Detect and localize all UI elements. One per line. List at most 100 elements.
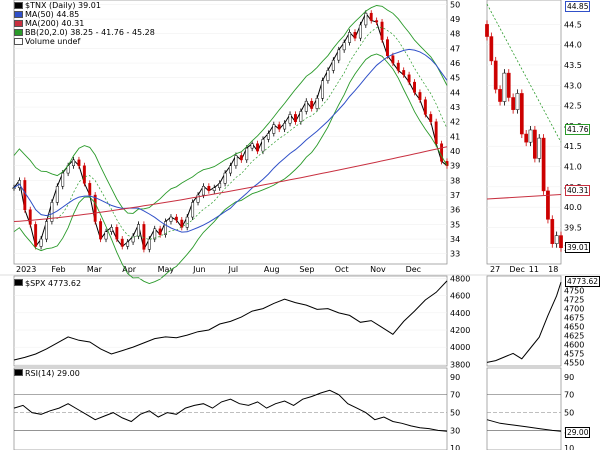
price-candle-body bbox=[234, 155, 238, 166]
price-candle-body bbox=[331, 59, 335, 71]
price-candle-body bbox=[418, 92, 422, 100]
detail-x-label: 18 bbox=[548, 265, 558, 274]
detail-candle-body bbox=[554, 235, 559, 244]
detail-ytick-label: 44.0 bbox=[564, 41, 582, 50]
detail-ytick-label: 43.5 bbox=[564, 61, 582, 70]
rsi-ytick-label: 10 bbox=[450, 444, 460, 450]
rsi-ytick-label: 50 bbox=[450, 409, 460, 418]
month-label: May bbox=[158, 265, 175, 274]
price-candle-body bbox=[147, 238, 151, 250]
month-label: Oct bbox=[335, 265, 349, 274]
month-label: Mar bbox=[87, 265, 103, 274]
rsi-legend: RSI(14) 29.00 bbox=[14, 369, 80, 378]
detail-candle-body bbox=[537, 137, 542, 159]
main-ytick-label: 47 bbox=[450, 44, 460, 53]
bb-middle-line bbox=[13, 26, 448, 240]
spx-detail-ytick-label: 4675 bbox=[564, 313, 584, 322]
price-candle-body bbox=[34, 224, 38, 247]
price-candle-body bbox=[120, 238, 124, 247]
price-candle-body bbox=[39, 238, 43, 247]
price-candle-body bbox=[93, 194, 97, 222]
spx-detail-ytick-label: 4650 bbox=[564, 322, 584, 331]
main-ytick-label: 45 bbox=[450, 74, 460, 83]
spx-detail-ytick-label: 4575 bbox=[564, 349, 584, 358]
main-ytick-label: 39 bbox=[450, 162, 460, 171]
price-candle-body bbox=[115, 227, 119, 240]
detail-x-label: 11 bbox=[529, 265, 539, 274]
detail-candle-body bbox=[511, 97, 515, 110]
price-candle-body bbox=[402, 70, 406, 76]
panel-frame-spx bbox=[13, 275, 448, 367]
legend-ma50: MA(50) 44.85 bbox=[14, 10, 155, 19]
price-candle-body bbox=[180, 219, 184, 228]
price-candle-body bbox=[391, 55, 395, 64]
main-ytick-label: 40 bbox=[450, 147, 460, 156]
price-candle-body bbox=[283, 122, 287, 130]
price-candle-body bbox=[239, 155, 243, 161]
rsi-detail-line bbox=[486, 419, 562, 432]
ma200-line bbox=[13, 146, 448, 222]
price-candle-body bbox=[294, 114, 297, 122]
rsi-line bbox=[13, 389, 448, 432]
price-candle-body bbox=[358, 24, 362, 39]
price-candle-body bbox=[315, 98, 319, 109]
price-candle-body bbox=[288, 114, 292, 124]
main-ytick-label: 41 bbox=[450, 132, 460, 141]
detail-candle-body bbox=[550, 219, 555, 244]
detail-candle-body bbox=[493, 60, 498, 90]
main-ytick-label: 37 bbox=[450, 191, 460, 200]
main-ytick-label: 49 bbox=[450, 15, 460, 24]
price-candle-body bbox=[266, 133, 270, 140]
rsi-detail-ytick-label: 90 bbox=[564, 373, 574, 382]
month-label: Jun bbox=[192, 265, 206, 274]
month-label: Aug bbox=[264, 265, 280, 274]
detail-candle-body bbox=[485, 24, 489, 37]
price-candle-body bbox=[23, 180, 27, 210]
price-candle-body bbox=[364, 12, 368, 26]
rsi-ytick-label: 30 bbox=[450, 426, 460, 435]
spx-ytick-label: 4000 bbox=[450, 343, 470, 352]
main-ytick-label: 38 bbox=[450, 176, 460, 185]
main-ytick-label: 35 bbox=[450, 220, 460, 229]
price-candle-body bbox=[245, 147, 249, 161]
detail-candle-body bbox=[533, 129, 537, 159]
price-candle-body bbox=[277, 124, 281, 130]
rsi-ytick-label: 90 bbox=[450, 373, 460, 382]
legend-bb: BB(20,2.0) 38.25 - 41.76 - 45.28 bbox=[14, 28, 155, 37]
detail-candle-body bbox=[541, 137, 546, 192]
detail-x-label: Dec bbox=[509, 265, 524, 274]
price-candle-body bbox=[174, 216, 178, 221]
price-candle-body bbox=[164, 221, 168, 235]
spx-ytick-label: 4200 bbox=[450, 326, 470, 335]
spx-ytick-label: 4800 bbox=[450, 275, 470, 284]
price-candle-body bbox=[82, 165, 86, 184]
price-candle-body bbox=[131, 235, 135, 243]
price-candle-body bbox=[12, 187, 16, 189]
price-candle-body bbox=[153, 228, 157, 240]
spx-value-tag: 4773.62 bbox=[565, 276, 600, 287]
spx-detail-ytick-label: 4725 bbox=[564, 295, 584, 304]
detail-ytick-label: 40.0 bbox=[564, 203, 582, 212]
price-candle-body bbox=[250, 143, 254, 149]
month-label: Sep bbox=[299, 265, 314, 274]
main-ytick-label: 33 bbox=[450, 250, 460, 259]
main-legend: $TNX (Daily) 39.01 MA(50) 44.85 MA(200) … bbox=[14, 1, 155, 46]
detail-frame-main bbox=[486, 0, 562, 265]
price-candle-body bbox=[440, 143, 444, 162]
price-candle-body bbox=[201, 186, 205, 196]
price-candle-body bbox=[326, 70, 330, 81]
price-candle-body bbox=[158, 228, 162, 235]
price-candle-body bbox=[88, 183, 92, 196]
price-candle-body bbox=[386, 39, 389, 56]
price-candle-body bbox=[434, 121, 438, 144]
detail-ytick-label: 42.5 bbox=[564, 102, 582, 111]
price-candle-body bbox=[142, 224, 146, 250]
rsi-ytick-label: 70 bbox=[450, 391, 460, 400]
price-candle-body bbox=[380, 21, 384, 40]
legend-ma200: MA(200) 40.31 bbox=[14, 19, 155, 28]
spx-detail-line bbox=[486, 281, 562, 363]
detail-ytick-label: 41.0 bbox=[564, 163, 582, 172]
legend-volume: Volume undef bbox=[14, 37, 155, 46]
price-candle-body bbox=[423, 99, 427, 115]
spx-detail-ytick-label: 4550 bbox=[564, 358, 584, 367]
